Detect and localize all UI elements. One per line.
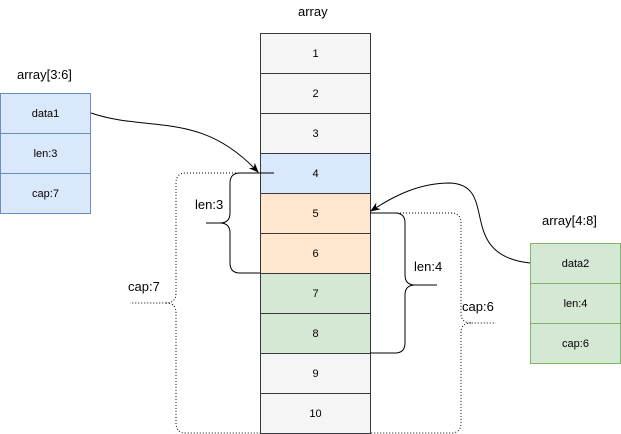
right-pointer-arrow <box>370 182 531 264</box>
right-slice-title: array[4:8] <box>542 213 597 228</box>
array-cell-3: 3 <box>260 113 371 154</box>
left-cap-label: cap:7 <box>128 279 160 294</box>
right-cap-label: cap:6 <box>462 299 494 314</box>
right-len-label: len:4 <box>414 259 443 274</box>
left-slice-cap-field: cap:7 <box>0 173 91 214</box>
left-slice-title: array[3:6] <box>17 67 72 82</box>
right-slice-cap-field: cap:6 <box>530 323 621 364</box>
left-cap-brace <box>130 172 260 434</box>
array-cell-7: 7 <box>260 273 371 314</box>
array-cell-4: 4 <box>260 153 371 194</box>
array-cell-6: 6 <box>260 233 371 274</box>
array-cell-8: 8 <box>260 313 371 354</box>
array-cell-1: 1 <box>260 33 371 74</box>
array-cell-10: 10 <box>260 393 371 434</box>
left-slice-len-field: len:3 <box>0 133 91 174</box>
left-slice-data-field: data1 <box>0 93 91 134</box>
array-cell-2: 2 <box>260 73 371 114</box>
left-pointer-arrow <box>90 112 259 173</box>
right-cap-brace <box>370 212 496 434</box>
right-slice-len-field: len:4 <box>530 283 621 324</box>
left-len-label: len:3 <box>195 197 224 212</box>
array-title: array <box>298 4 328 19</box>
array-cell-5: 5 <box>260 193 371 234</box>
right-len-bracket <box>370 212 437 354</box>
array-cell-9: 9 <box>260 353 371 394</box>
right-slice-data-field: data2 <box>530 243 621 284</box>
